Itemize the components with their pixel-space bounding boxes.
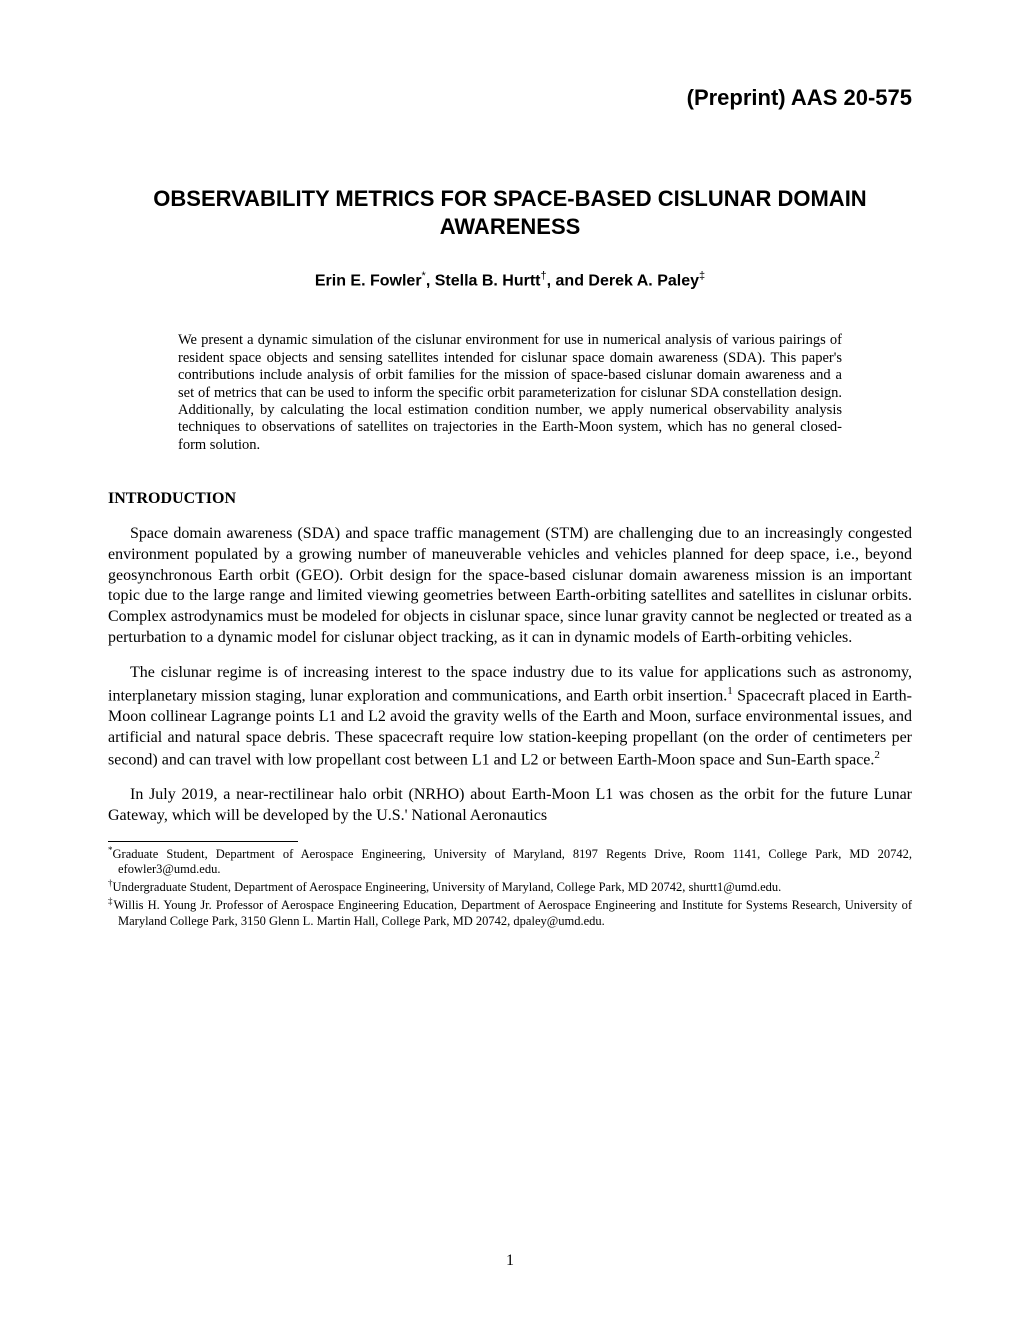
footnote-1: *Graduate Student, Department of Aerospa… [108, 845, 912, 877]
preprint-label: (Preprint) AAS 20-575 [108, 85, 912, 111]
paragraph-2: The cislunar regime is of increasing int… [108, 663, 912, 772]
author-2: Stella B. Hurtt [435, 272, 541, 289]
paper-title: OBSERVABILITY METRICS FOR SPACE-BASED CI… [108, 185, 912, 240]
footnote-1-text: Graduate Student, Department of Aerospac… [113, 847, 913, 876]
author-3-mark: ‡ [699, 270, 705, 282]
page-number: 1 [0, 1252, 1020, 1270]
footnote-2-text: Undergraduate Student, Department of Aer… [113, 880, 782, 894]
footnote-separator [108, 841, 298, 842]
paragraph-3: In July 2019, a near-rectilinear halo or… [108, 785, 912, 827]
author-sep-1: , [426, 272, 435, 289]
footnote-3: ‡Willis H. Young Jr. Professor of Aerosp… [108, 896, 912, 928]
abstract-text: We present a dynamic simulation of the c… [178, 332, 842, 454]
citation-2: 2 [874, 749, 880, 761]
footnote-3-text: Willis H. Young Jr. Professor of Aerospa… [113, 899, 912, 928]
authors-line: Erin E. Fowler*, Stella B. Hurtt†, and D… [108, 270, 912, 290]
author-3: Derek A. Paley [588, 272, 699, 289]
footnote-2: †Undergraduate Student, Department of Ae… [108, 878, 912, 895]
paragraph-1: Space domain awareness (SDA) and space t… [108, 524, 912, 649]
author-1: Erin E. Fowler [315, 272, 422, 289]
author-sep-2: , and [547, 272, 589, 289]
section-heading-introduction: INTRODUCTION [108, 490, 912, 508]
